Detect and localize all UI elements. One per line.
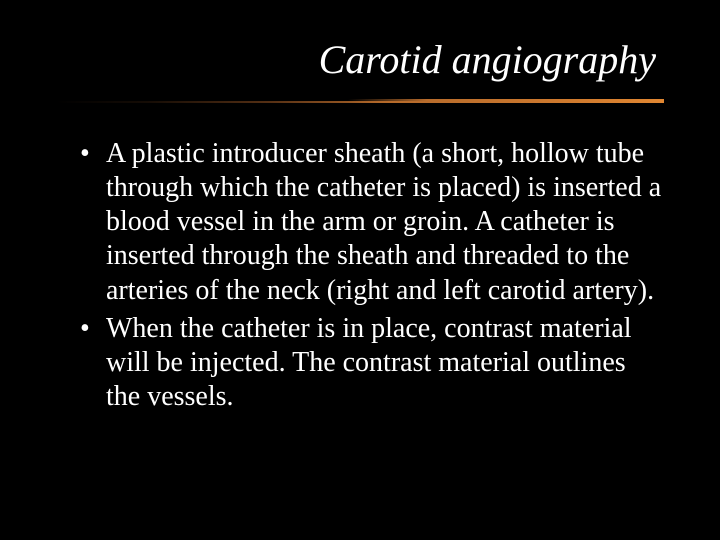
list-item: A plastic introducer sheath (a short, ho… (78, 137, 664, 308)
bullet-text: A plastic introducer sheath (a short, ho… (106, 138, 661, 306)
bullet-text: When the catheter is in place, contrast … (106, 313, 632, 412)
list-item: When the catheter is in place, contrast … (78, 312, 664, 414)
slide: Carotid angiography A plastic introducer… (0, 0, 720, 540)
slide-body: A plastic introducer sheath (a short, ho… (56, 137, 664, 414)
bullet-list: A plastic introducer sheath (a short, ho… (78, 137, 664, 414)
title-underline (56, 89, 664, 103)
title-underline-thick (348, 99, 664, 103)
slide-title: Carotid angiography (56, 36, 664, 83)
